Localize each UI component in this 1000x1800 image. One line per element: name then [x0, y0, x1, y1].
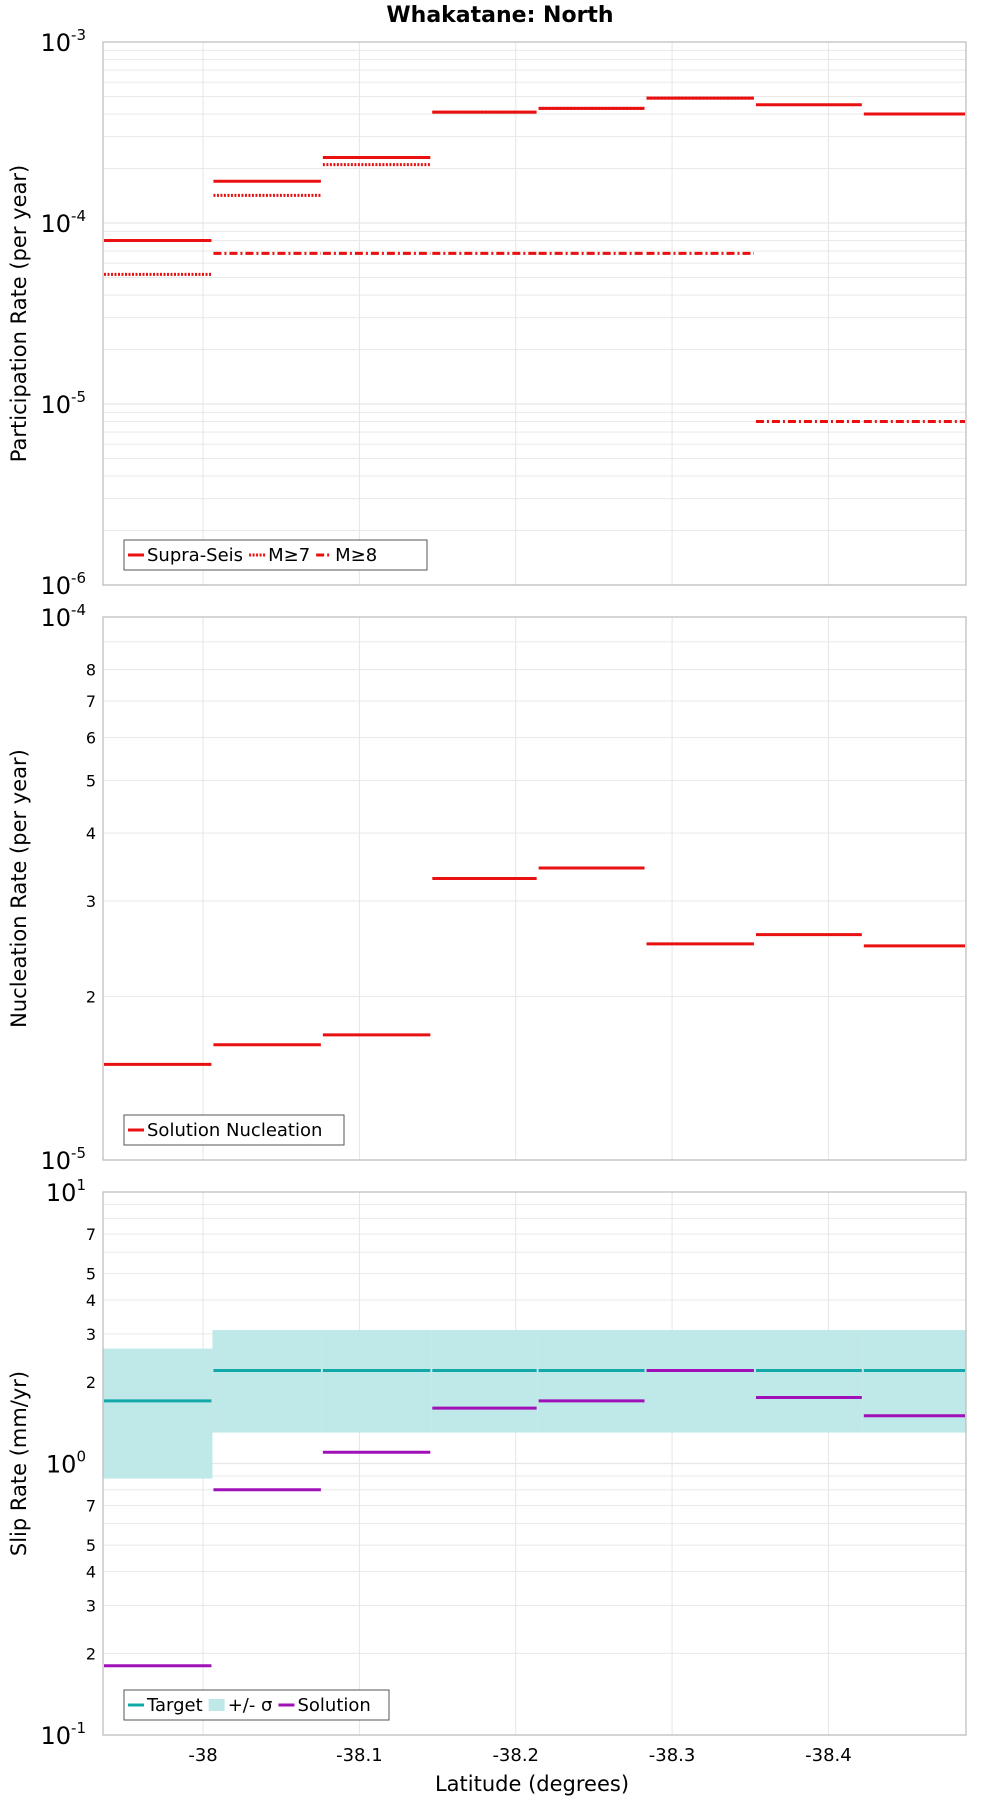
- y-minor-tick-label: 7: [86, 692, 96, 711]
- plot-background: [103, 617, 966, 1160]
- x-tick-label: -38.4: [805, 1745, 852, 1766]
- legend: Target +/- σ Solution: [123, 1689, 390, 1721]
- legend: Supra-Seis M≥7 M≥8: [123, 539, 428, 571]
- legend: Solution Nucleation: [123, 1114, 345, 1146]
- sigma-band: [103, 1330, 966, 1479]
- series-solution: [104, 1369, 965, 1668]
- y-gridlines: [103, 42, 966, 586]
- panel-3: 10-1 100 101 2 3 4 5 7 2 3 4 5 7 Slip Rate (mm/yr) Tar…: [7, 1176, 967, 1750]
- legend-label: Solution: [297, 1695, 370, 1716]
- y-tick-label: 101: [46, 1176, 86, 1207]
- y-tick-label: 10-1: [40, 1719, 86, 1750]
- y-axis-label: Nucleation Rate (per year): [7, 749, 31, 1028]
- y-axis-label: Slip Rate (mm/yr): [7, 1371, 31, 1556]
- sigma-band-segment: [754, 1330, 863, 1433]
- y-minor-tick-label: 8: [86, 661, 96, 680]
- legend-box: [123, 539, 428, 571]
- plot-frame: [102, 1191, 967, 1736]
- x-axis-label: Latitude (degrees): [435, 1772, 629, 1796]
- sigma-band-segment: [321, 1330, 432, 1433]
- y-minor-tick-label: 5: [86, 1536, 96, 1555]
- legend-box: [123, 1689, 390, 1721]
- plot-frame: [102, 616, 967, 1161]
- y-tick-label: 10-4: [40, 207, 86, 238]
- series-m-7: [104, 96, 754, 276]
- y-tick-label: 10-5: [40, 388, 86, 419]
- y-tick-label: 10-5: [40, 1144, 86, 1175]
- y-gridlines: [103, 1192, 966, 1736]
- y-minor-tick-label: 3: [86, 892, 96, 911]
- series-m-8: [213, 251, 965, 424]
- plot-background: [103, 42, 966, 585]
- y-tick-label: 10-3: [40, 26, 86, 57]
- x-tick-label: -38.1: [336, 1745, 383, 1766]
- sigma-band-segment: [537, 1330, 646, 1433]
- y-minor-tick-label: 5: [86, 771, 96, 790]
- sigma-band-segment: [431, 1330, 538, 1433]
- chart-title: Whakatane: North: [386, 3, 613, 28]
- y-minor-tick-label: 3: [86, 1325, 96, 1344]
- sigma-band-segment: [645, 1330, 755, 1433]
- sigma-band-segment: [862, 1330, 966, 1433]
- panel-1: 10-6 10-5 10-4 10-3 Participation Rate (per …: [7, 26, 967, 600]
- y-minor-tick-label: 4: [86, 1563, 96, 1582]
- y-minor-tick-label: 2: [86, 1373, 96, 1392]
- y-minor-tick-label: 4: [86, 824, 96, 843]
- legend-swatch: [208, 1699, 225, 1711]
- plot-frame: [102, 41, 967, 586]
- y-minor-tick-label: 5: [86, 1265, 96, 1284]
- x-tick-label: -38.2: [492, 1745, 539, 1766]
- series-solution-nucleation: [104, 866, 965, 1066]
- legend-label: Supra-Seis: [147, 545, 243, 566]
- legend-box: [123, 1114, 345, 1146]
- legend-label: Solution Nucleation: [147, 1120, 322, 1141]
- y-tick-label: 10-6: [40, 569, 86, 600]
- chart-panels: 10-6 10-5 10-4 10-3 Participation Rate (per …: [7, 26, 967, 1766]
- sigma-band-segment: [212, 1330, 322, 1433]
- y-axis-label: Participation Rate (per year): [7, 165, 31, 462]
- y-minor-tick-label: 2: [86, 988, 96, 1007]
- panel-2: 10-5 10-4 2 3 4 5 6 7 8 Nucleation Rate (per year…: [7, 601, 967, 1175]
- y-tick-label: 100: [46, 1448, 86, 1479]
- y-minor-tick-label: 7: [86, 1497, 96, 1516]
- sigma-band-segment: [103, 1348, 213, 1479]
- y-minor-tick-label: 2: [86, 1644, 96, 1663]
- legend-label: +/- σ: [228, 1695, 273, 1716]
- legend-label: Target: [146, 1695, 203, 1716]
- legend-label: M≥8: [335, 545, 377, 566]
- y-minor-tick-label: 6: [86, 728, 96, 747]
- x-tick-label: -38.3: [649, 1745, 696, 1766]
- legend-label: M≥7: [268, 545, 310, 566]
- y-minor-tick-label: 3: [86, 1596, 96, 1615]
- y-minor-tick-label: 4: [86, 1291, 96, 1310]
- x-tick-label: -38: [188, 1745, 217, 1766]
- y-minor-tick-label: 7: [86, 1225, 96, 1244]
- y-tick-label: 10-4: [40, 601, 86, 632]
